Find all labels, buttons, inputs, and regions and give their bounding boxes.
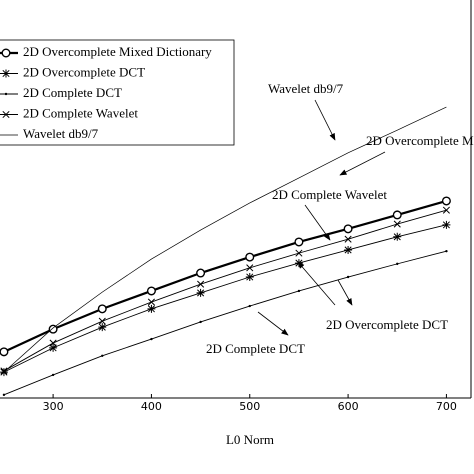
- series-line: [3, 199, 447, 353]
- series-line: [3, 224, 447, 373]
- arrow: [257, 311, 289, 336]
- legend-label: 2D Overcomplete DCT: [23, 64, 145, 79]
- x-tick-label: 700: [436, 400, 457, 413]
- annotation: 2D Complete Wavelet: [272, 187, 387, 202]
- marker: [0, 347, 9, 357]
- legend-marker: [2, 110, 10, 119]
- marker: [49, 339, 57, 347]
- marker: [2, 393, 6, 397]
- marker: [0, 368, 8, 377]
- arrow: [337, 279, 353, 306]
- marker: [49, 343, 58, 352]
- marker: [0, 367, 8, 375]
- legend-label: Wavelet db9/7: [23, 126, 99, 141]
- marker: [197, 280, 205, 288]
- annotation: 2D Overcomplete DCT: [326, 317, 448, 332]
- marker: [97, 304, 107, 314]
- x-tick-label: 500: [239, 400, 260, 413]
- annotation: 2D Complete DCT: [206, 341, 305, 356]
- series-line: [3, 106, 447, 373]
- marker: [393, 232, 402, 241]
- marker: [245, 252, 255, 262]
- marker: [147, 304, 156, 313]
- marker: [150, 337, 153, 341]
- legend-label: 2D Complete DCT: [23, 85, 122, 100]
- x-tick-label: 600: [338, 400, 359, 413]
- marker: [147, 298, 155, 306]
- plot-area: [0, 106, 451, 397]
- marker: [199, 320, 202, 324]
- x-axis-label: L0 Norm: [226, 432, 274, 447]
- marker: [344, 245, 353, 254]
- marker: [343, 224, 353, 234]
- series-line: [3, 209, 447, 372]
- x-tick-label: 300: [43, 400, 64, 413]
- marker: [442, 206, 450, 214]
- marker: [393, 220, 401, 228]
- marker: [98, 323, 107, 332]
- marker: [101, 354, 104, 358]
- legend-marker: [2, 69, 10, 78]
- legend-marker: [1, 48, 11, 58]
- marker: [48, 324, 58, 334]
- marker: [396, 262, 399, 266]
- legend-label: 2D Overcomplete Mixed Dictionary: [23, 44, 212, 59]
- legend-box: [0, 39, 235, 146]
- marker: [294, 259, 303, 268]
- marker: [297, 289, 301, 293]
- marker: [51, 373, 55, 377]
- arrow: [297, 261, 336, 306]
- marker: [248, 304, 251, 308]
- marker: [196, 288, 205, 297]
- legend-marker: [4, 92, 8, 96]
- marker: [98, 317, 106, 325]
- marker: [441, 196, 451, 206]
- marker: [246, 264, 254, 272]
- series-line: [3, 250, 447, 396]
- marker: [146, 286, 156, 296]
- legend-label: 2D Complete Wavelet: [23, 105, 138, 120]
- marker: [295, 249, 303, 257]
- marker: [344, 235, 352, 243]
- marker: [346, 275, 350, 279]
- marker: [445, 249, 448, 253]
- marker: [392, 210, 402, 220]
- arrow: [339, 151, 386, 176]
- marker: [442, 220, 451, 229]
- marker: [196, 268, 206, 278]
- arrow: [314, 99, 336, 141]
- marker: [294, 237, 304, 247]
- marker: [245, 273, 254, 282]
- annotation: Wavelet db9/7: [268, 81, 344, 96]
- annotation: 2D Overcomplete Mixed Dictionary: [366, 133, 474, 148]
- x-tick-label: 400: [141, 400, 162, 413]
